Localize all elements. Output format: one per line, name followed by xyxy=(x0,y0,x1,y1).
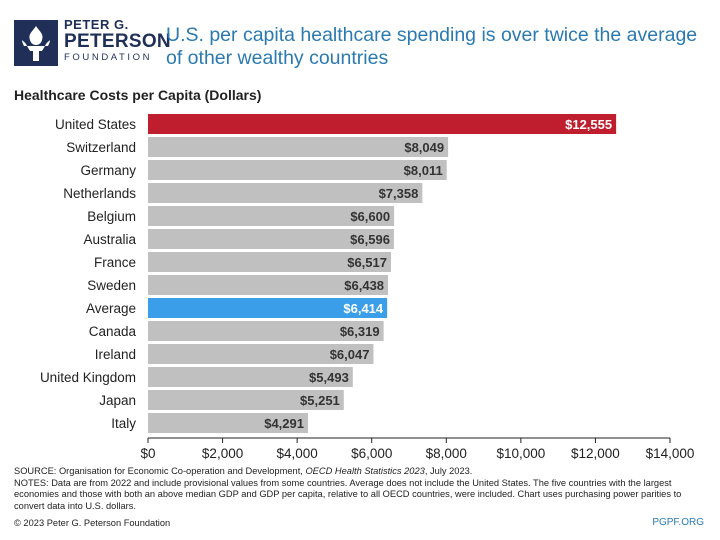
category-label: United States xyxy=(55,117,136,132)
logo-text-foundation: FOUNDATION xyxy=(64,52,153,63)
data-label: $6,517 xyxy=(347,255,387,270)
logo-text-peter-g: PETER G. xyxy=(64,17,129,32)
bar-6 xyxy=(148,252,391,272)
pgpf-logo: PETER G. PETERSON FOUNDATION xyxy=(14,18,171,70)
data-label: $12,555 xyxy=(565,117,612,132)
data-label: $5,493 xyxy=(309,370,349,385)
bar-7 xyxy=(148,275,389,295)
category-label: Italy xyxy=(111,416,136,431)
bar-12 xyxy=(148,390,344,410)
bar-0 xyxy=(148,114,617,134)
bar-8 xyxy=(148,298,388,318)
data-label: $7,358 xyxy=(379,186,419,201)
data-label: $6,319 xyxy=(340,324,380,339)
category-label: Sweden xyxy=(87,278,136,293)
bar-chart: United States $12,555 Switzerland $8,049 Ger… xyxy=(40,114,695,461)
logo-text-peterson: PETERSON xyxy=(64,31,171,52)
category-label: Ireland xyxy=(95,347,136,362)
category-label: Australia xyxy=(83,232,136,247)
bar-4 xyxy=(148,206,395,226)
data-label: $5,251 xyxy=(300,393,340,408)
data-label: $6,596 xyxy=(350,232,390,247)
x-tick-label: $0 xyxy=(140,446,155,461)
source-publication: OECD Health Statistics 2023 xyxy=(305,466,425,476)
category-label: France xyxy=(94,255,136,270)
bar-9 xyxy=(148,321,384,341)
data-label: $6,047 xyxy=(330,347,370,362)
category-label: Average xyxy=(86,301,136,316)
notes-text: NOTES: Data are from 2022 and include pr… xyxy=(14,477,682,511)
source-notes: SOURCE: Organisation for Economic Co-ope… xyxy=(14,466,714,512)
data-label: $4,291 xyxy=(264,416,304,431)
category-label: Netherlands xyxy=(63,186,136,201)
bar-2 xyxy=(148,160,447,180)
x-tick-label: $4,000 xyxy=(276,446,317,461)
chart-headline: U.S. per capita healthcare spending is o… xyxy=(166,24,698,69)
source-line: SOURCE: Organisation for Economic Co-ope… xyxy=(14,466,714,478)
x-tick-label: $12,000 xyxy=(571,446,620,461)
bar-11 xyxy=(148,367,353,387)
torch-logo-icon xyxy=(14,20,58,66)
data-label: $6,414 xyxy=(343,301,384,316)
data-label: $6,438 xyxy=(344,278,384,293)
data-label: $8,049 xyxy=(404,140,444,155)
copyright: © 2023 Peter G. Peterson Foundation xyxy=(14,518,171,528)
bar-5 xyxy=(148,229,394,249)
data-label: $6,600 xyxy=(350,209,390,224)
x-tick-label: $8,000 xyxy=(426,446,467,461)
site-link[interactable]: PGPF.ORG xyxy=(652,517,704,528)
data-label: $8,011 xyxy=(404,163,443,178)
x-tick-label: $2,000 xyxy=(202,446,243,461)
bar-13 xyxy=(148,413,308,433)
bar-3 xyxy=(148,183,423,203)
category-label: Switzerland xyxy=(66,140,136,155)
bar-10 xyxy=(148,344,374,364)
source-prefix: SOURCE: Organisation for Economic Co-ope… xyxy=(14,466,306,476)
category-label: Germany xyxy=(80,163,136,178)
chart-title: Healthcare Costs per Capita (Dollars) xyxy=(14,87,262,103)
x-tick-label: $10,000 xyxy=(496,446,545,461)
x-tick-label: $14,000 xyxy=(646,446,695,461)
category-label: Japan xyxy=(99,393,136,408)
category-label: Belgium xyxy=(87,209,136,224)
category-label: United Kingdom xyxy=(40,370,136,385)
source-suffix: , July 2023. xyxy=(424,466,473,476)
category-label: Canada xyxy=(89,324,137,339)
x-tick-label: $6,000 xyxy=(351,446,392,461)
bar-1 xyxy=(148,137,449,157)
